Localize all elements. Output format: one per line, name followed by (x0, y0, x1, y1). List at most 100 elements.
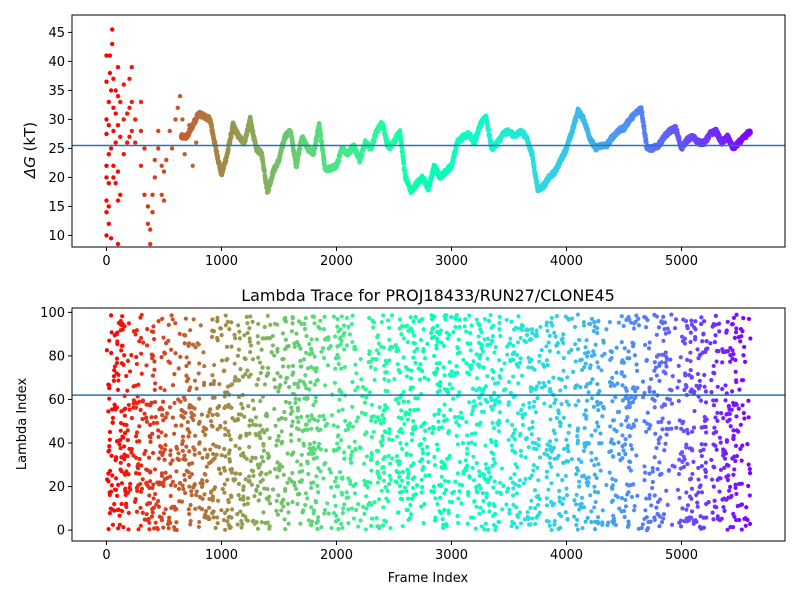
lambda-point (642, 477, 647, 483)
lambda-point (567, 423, 572, 428)
lambda-point (186, 507, 191, 512)
lambda-point (472, 442, 478, 447)
lambda-point (666, 467, 672, 473)
lambda-point (504, 502, 509, 507)
lambda-point (315, 526, 320, 532)
lambda-point (484, 466, 489, 471)
lambda-point (675, 487, 681, 492)
lambda-point (455, 370, 460, 375)
lambda-point (176, 486, 182, 492)
lambda-point (405, 417, 411, 422)
delta-g-point (156, 128, 161, 134)
lambda-point (659, 404, 665, 409)
lambda-point (372, 377, 377, 382)
lambda-point (420, 447, 425, 452)
lambda-point (471, 399, 477, 404)
lambda-point (552, 456, 557, 461)
lambda-point (122, 353, 127, 358)
lambda-point (371, 320, 377, 325)
lambda-point (471, 478, 477, 483)
lambda-point (311, 508, 317, 513)
lambda-point (150, 431, 155, 436)
lambda-point (672, 325, 678, 331)
lambda-point (359, 410, 365, 415)
lambda-point (736, 406, 741, 411)
lambda-point (467, 313, 472, 318)
lambda-point (561, 368, 566, 373)
lambda-point (436, 419, 441, 424)
lambda-point (534, 331, 539, 337)
lambda-point (293, 486, 299, 491)
lambda-point (185, 426, 190, 432)
lambda-point (676, 398, 681, 404)
lambda-point (372, 500, 377, 505)
lambda-point (367, 352, 372, 357)
lambda-point (717, 489, 722, 494)
lambda-point (233, 443, 238, 448)
lambda-point (215, 315, 220, 320)
lambda-point (661, 512, 667, 517)
lambda-point (151, 324, 156, 329)
lambda-point (544, 358, 550, 363)
lambda-point (620, 433, 625, 438)
lambda-point (724, 462, 730, 467)
lambda-point (286, 510, 291, 515)
lambda-point (453, 324, 458, 330)
lambda-point (649, 485, 655, 491)
lambda-point (703, 467, 708, 472)
lambda-point (256, 377, 261, 382)
lambda-point (186, 360, 192, 365)
lambda-point (456, 423, 461, 428)
lambda-point (279, 429, 284, 434)
lambda-point (214, 452, 219, 457)
lambda-point (697, 484, 702, 490)
lambda-point (734, 517, 739, 523)
lambda-point (229, 344, 234, 349)
lambda-point (703, 349, 708, 354)
lambda-point (368, 364, 373, 370)
lambda-point (522, 338, 527, 343)
lambda-point (609, 355, 614, 361)
lambda-point (363, 387, 368, 392)
lambda-point (583, 408, 589, 413)
lambda-point (402, 485, 408, 490)
lambda-point (196, 371, 201, 376)
lambda-point (157, 514, 162, 519)
lambda-point (676, 379, 682, 384)
lambda-point (331, 423, 336, 428)
lambda-point (742, 416, 747, 421)
lambda-point (722, 465, 727, 470)
lambda-point (383, 404, 388, 409)
lambda-point (144, 343, 150, 348)
lambda-point (442, 507, 447, 513)
lambda-point (366, 359, 371, 365)
lambda-point (607, 470, 612, 475)
lambda-point (335, 316, 340, 322)
lambda-point (509, 523, 514, 529)
lambda-point (596, 424, 601, 429)
lambda-point (696, 477, 701, 482)
lambda-point (429, 316, 435, 322)
lambda-point (732, 467, 737, 472)
lambda-point (215, 427, 220, 432)
lambda-point (299, 414, 304, 420)
delta-g-point (173, 117, 178, 122)
lambda-point (717, 435, 723, 440)
lambda-point (138, 505, 143, 510)
lambda-point (666, 420, 672, 425)
lambda-point (298, 462, 303, 467)
lambda-point (265, 372, 270, 377)
lambda-point (422, 436, 427, 442)
lambda-point (140, 510, 145, 515)
lambda-point (728, 484, 733, 489)
lambda-point (126, 402, 131, 408)
lambda-point (369, 468, 374, 473)
lambda-point (211, 378, 217, 384)
lambda-point (509, 443, 514, 448)
lambda-point (584, 476, 589, 481)
lambda-point (215, 318, 220, 324)
lambda-point (421, 464, 426, 469)
lambda-point (498, 491, 504, 496)
lambda-point (625, 356, 630, 361)
lambda-point (437, 361, 442, 366)
